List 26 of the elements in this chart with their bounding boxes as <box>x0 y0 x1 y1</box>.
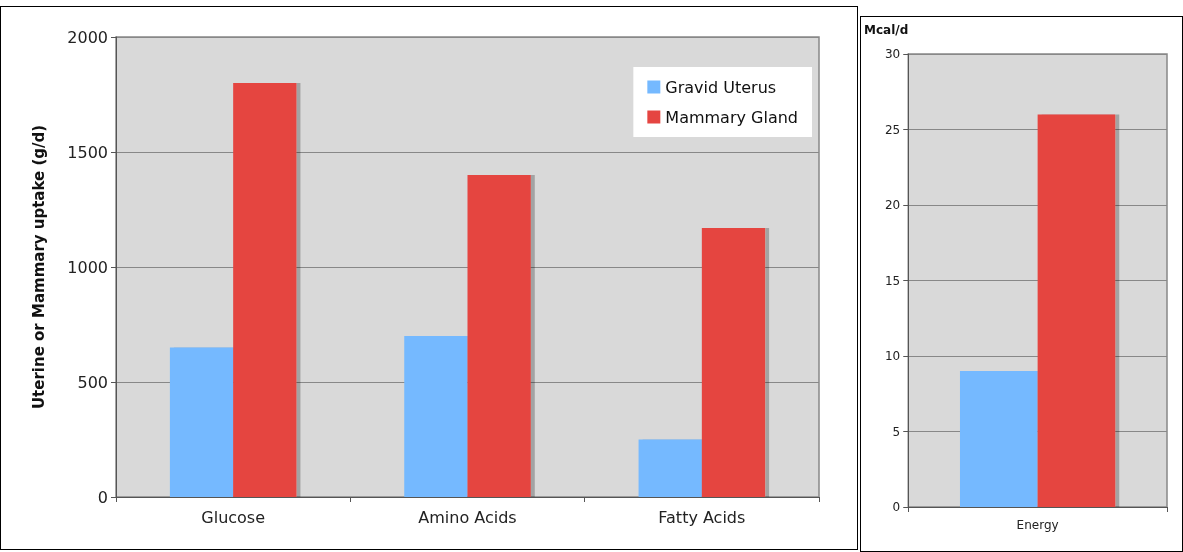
bar <box>701 227 766 497</box>
bar <box>467 175 531 497</box>
y-tick-label: 5 <box>892 424 901 439</box>
legend-label: Mammary Gland <box>665 107 799 127</box>
y-tick-label: 1000 <box>67 257 108 277</box>
x-tick-label: Energy <box>1016 518 1059 532</box>
bar <box>233 83 297 497</box>
x-tick-label: Amino Acids <box>418 507 517 527</box>
y-tick-label: 2000 <box>67 27 108 47</box>
y-tick-label: 25 <box>884 122 901 137</box>
legend-label: Gravid Uterus <box>665 77 777 97</box>
bar <box>404 336 468 497</box>
y-tick-label: 30 <box>884 47 901 61</box>
y-tick-label: 20 <box>884 198 901 212</box>
y-tick-label: 0 <box>892 500 901 514</box>
y-tick-label: 500 <box>77 372 108 392</box>
y-tick-label: 10 <box>884 349 901 363</box>
y-tick-label: 1500 <box>67 142 108 162</box>
y-axis-title: Mcal/d <box>863 23 909 37</box>
bar <box>638 439 702 497</box>
x-tick-label: Fatty Acids <box>658 507 746 527</box>
y-axis-title: Uterine or Mammary uptake (g/d) <box>29 124 48 410</box>
y-tick-label: 0 <box>97 487 108 507</box>
y-tick-label: 15 <box>884 273 901 288</box>
x-tick-label: Glucose <box>201 507 266 527</box>
bar <box>169 347 234 497</box>
